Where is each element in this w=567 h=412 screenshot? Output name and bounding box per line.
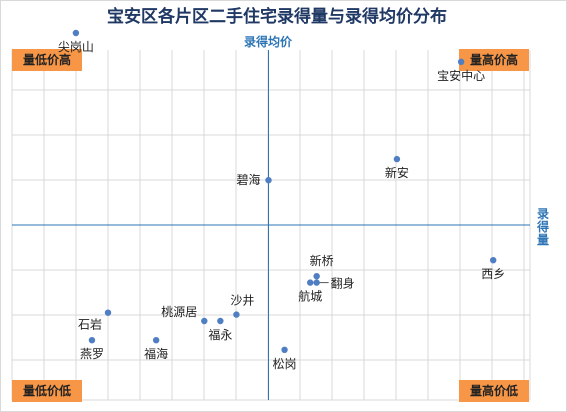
data-point-航城 xyxy=(307,279,314,286)
data-label-尖岗山: 尖岗山 xyxy=(58,40,94,54)
quadrant-label-top-right-bg xyxy=(459,49,529,71)
data-label-福永: 福永 xyxy=(208,327,232,342)
data-point-翻身 xyxy=(313,279,320,286)
data-point-西乡 xyxy=(490,257,497,264)
data-label-新桥: 新桥 xyxy=(310,253,334,268)
quadrant-label-top-left-bg xyxy=(12,49,82,71)
data-point-松岗 xyxy=(281,346,288,353)
quadrant-label-bottom-left-bg xyxy=(12,380,82,402)
data-label-桃源居: 桃源居 xyxy=(161,304,197,319)
data-point-燕罗 xyxy=(88,337,96,344)
data-point-桃源居 xyxy=(201,317,208,325)
data-label-碧海: 碧海 xyxy=(236,172,260,187)
data-label-西乡: 西乡 xyxy=(481,267,505,281)
data-label-航城: 航城 xyxy=(298,289,322,304)
data-label-福海: 福海 xyxy=(144,346,168,361)
data-point-福永 xyxy=(217,317,224,325)
data-label-石岩: 石岩 xyxy=(78,317,102,332)
quadrant-label-top-left: 量低价高 xyxy=(23,52,71,67)
x-axis-label-char: 录 xyxy=(537,207,549,221)
data-point-宝安中心 xyxy=(457,58,465,65)
x-axis-label-char: 得 xyxy=(536,219,549,234)
data-point-新安 xyxy=(393,155,401,163)
data-label-新安: 新安 xyxy=(385,165,409,180)
quadrant-label-bottom-right-bg xyxy=(459,380,529,402)
quadrant-label-bottom-left: 量低价低 xyxy=(23,383,71,398)
data-point-尖岗山 xyxy=(72,29,80,37)
data-label-沙井: 沙井 xyxy=(230,294,254,308)
data-label-松岗: 松岗 xyxy=(273,357,297,371)
data-label-宝安中心: 宝安中心 xyxy=(437,68,485,83)
chart-title: 宝安区各片区二手住宅录得量与录得均价分布 xyxy=(107,6,447,27)
data-point-碧海 xyxy=(265,177,272,184)
data-point-新桥 xyxy=(313,273,320,280)
data-point-沙井 xyxy=(233,311,240,318)
data-point-石岩 xyxy=(104,309,112,316)
data-label-翻身: 翻身 xyxy=(331,276,355,291)
quadrant-label-bottom-right: 量高价低 xyxy=(470,383,518,398)
data-point-福海 xyxy=(152,337,160,344)
quadrant-label-top-right: 量高价高 xyxy=(470,52,518,67)
x-axis-label-char: 量 xyxy=(537,233,549,247)
y-axis-label: 录得均价 xyxy=(244,34,293,49)
data-label-燕罗: 燕罗 xyxy=(80,347,104,361)
